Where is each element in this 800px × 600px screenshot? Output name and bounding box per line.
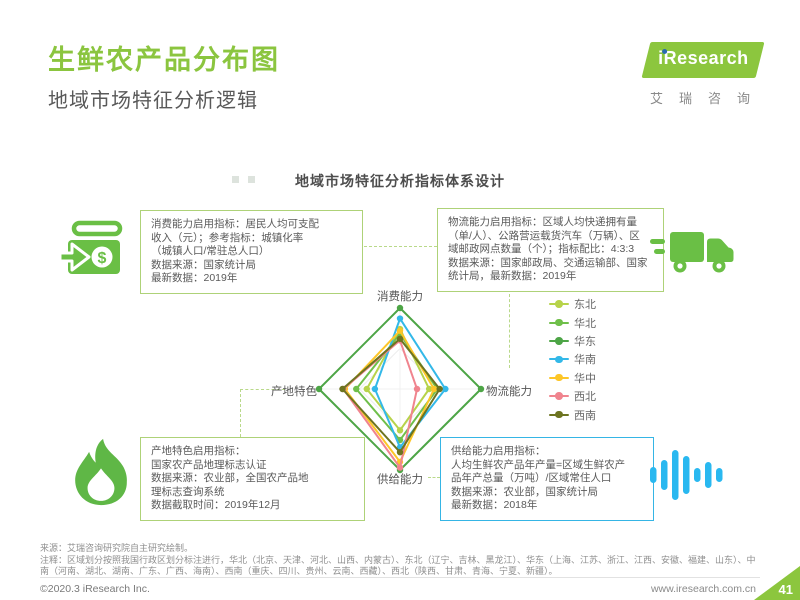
radar-chart: [315, 304, 485, 474]
legend-label: 华中: [574, 372, 596, 385]
legend-marker-icon: [549, 337, 569, 345]
supply-indicator-box: 供给能力启用指标： 人均生鲜农产品年产量=区域生鲜农产 品年产总量（万吨）/区域…: [440, 437, 654, 521]
connector-line: [240, 389, 285, 390]
legend-item-西南[interactable]: 西南: [549, 405, 596, 423]
deco-square-icon: [232, 176, 239, 183]
website-link[interactable]: www.iresearch.com.cn: [650, 583, 756, 595]
legend-marker-icon: [549, 373, 569, 382]
legend-item-华南[interactable]: 华南: [549, 350, 596, 368]
radar-axis-label-logistics: 物流能力: [486, 386, 532, 398]
connector-line: [240, 389, 241, 437]
region-note: 注释：区域划分按照我国行政区划分标注进行，华北（北京、天津、河北、山西、内蒙古）…: [40, 554, 756, 577]
consumption-indicator-box: 消费能力启用指标：居民人均可支配 收入（元）；参考指标：城镇化率 （城镇人口/常…: [140, 210, 363, 294]
copyright-text: ©2020.3 iResearch Inc.: [40, 583, 150, 595]
delivery-truck-icon: [650, 232, 734, 273]
legend-marker-icon: [549, 318, 569, 327]
legend-marker-icon: [549, 410, 569, 419]
page-subtitle: 地域市场特征分析逻辑: [48, 90, 258, 112]
connector-line: [364, 246, 437, 247]
iresearch-logo: iResearch: [641, 42, 765, 78]
money-in-icon: $: [58, 220, 123, 274]
legend-marker-icon: [549, 300, 569, 308]
legend-label: 华东: [574, 335, 596, 348]
footnote: 来源：艾瑞咨询研究院自主研究绘制。 注释：区域划分按照我国行政区划分标注进行，华…: [40, 543, 762, 578]
page-number: 41: [778, 582, 793, 597]
radar-axis-label-supply: 供给能力: [377, 474, 423, 486]
chart-title: 地域市场特征分析指标体系设计: [295, 173, 505, 189]
legend-label: 西南: [574, 409, 596, 422]
radar-axis-label-origin: 产地特色: [271, 386, 317, 398]
footer-divider: [40, 577, 760, 578]
logo-brand-chinese: 艾瑞咨询: [650, 91, 767, 106]
legend-label: 西北: [574, 391, 596, 404]
connector-line: [509, 294, 510, 368]
source-note: 来源：艾瑞咨询研究院自主研究绘制。: [40, 543, 194, 553]
connector-line: [428, 477, 440, 478]
svg-text:$: $: [98, 250, 107, 267]
legend-label: 华北: [574, 317, 596, 330]
legend-item-华北[interactable]: 华北: [549, 313, 596, 331]
logistics-indicator-box: 物流能力启用指标：区域人均快递拥有量 （单/人）、公路营运载货汽车（万辆）、区 …: [437, 208, 664, 292]
legend-label: 东北: [574, 299, 596, 312]
legend-marker-icon: [549, 392, 569, 400]
deco-square-icon: [248, 176, 255, 183]
radar-axis-label-consumption: 消费能力: [377, 291, 423, 303]
flame-icon: [75, 438, 127, 506]
legend-item-华东[interactable]: 华东: [549, 332, 596, 350]
logo-blue-dot-icon: [662, 49, 668, 54]
chart-legend: 东北华北华东华南华中西北西南: [549, 295, 596, 424]
legend-item-华中[interactable]: 华中: [549, 369, 596, 387]
origin-indicator-box: 产地特色启用指标： 国家农产品地理标志认证 数据来源：农业部，全国农产品地 理标…: [140, 437, 365, 521]
page-corner-wedge: [754, 566, 800, 600]
legend-item-西北[interactable]: 西北: [549, 387, 596, 405]
page-title: 生鲜农产品分布图: [48, 45, 280, 75]
legend-marker-icon: [549, 355, 569, 364]
legend-item-东北[interactable]: 东北: [549, 295, 596, 313]
legend-label: 华南: [574, 354, 596, 367]
audio-wave-icon: [650, 450, 723, 500]
